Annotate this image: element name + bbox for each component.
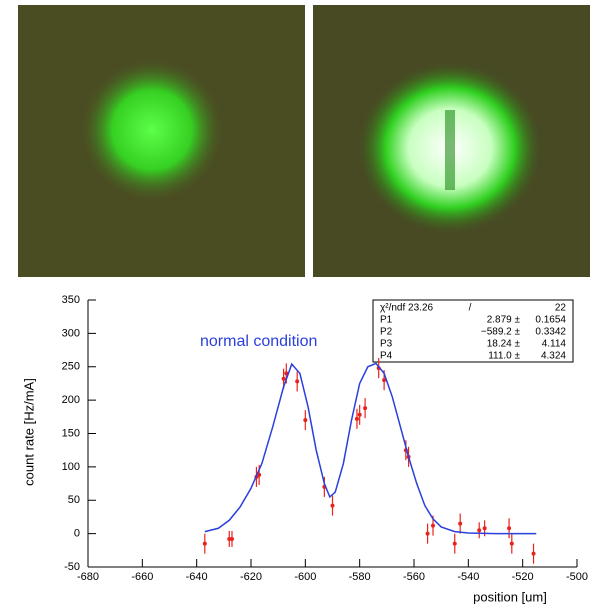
point — [452, 541, 457, 546]
annotation: normal condition — [200, 333, 317, 350]
stats-text: 2.879 ± — [487, 315, 521, 326]
point — [425, 531, 430, 536]
point — [281, 376, 286, 381]
point — [303, 418, 308, 423]
point — [477, 528, 482, 533]
x-tick-label: -620 — [240, 571, 262, 583]
y-tick-label: 350 — [62, 294, 80, 306]
stats-text: 0.3342 — [535, 327, 566, 338]
point — [458, 521, 463, 526]
point — [295, 379, 300, 384]
x-axis-title: position [um] — [473, 589, 547, 604]
y-axis-title: count rate [Hz/mA] — [21, 378, 36, 486]
point — [330, 503, 335, 508]
x-tick-label: -560 — [403, 571, 425, 583]
stats-text: 18.24 ± — [487, 339, 521, 350]
x-tick-label: -580 — [349, 571, 371, 583]
stats-text: 4.324 — [541, 351, 566, 362]
y-tick-label: 150 — [62, 427, 80, 439]
x-tick-label: -680 — [77, 571, 99, 583]
stats-text: P2 — [380, 327, 393, 338]
point — [482, 526, 487, 531]
x-tick-label: -660 — [131, 571, 153, 583]
stats-text: −589.2 ± — [481, 327, 521, 338]
x-tick-label: -640 — [186, 571, 208, 583]
stats-text: P4 — [380, 351, 393, 362]
y-tick-label: 250 — [62, 361, 80, 373]
stats-text: 22 — [555, 303, 567, 314]
beam-spot — [80, 58, 224, 202]
stats-text: P3 — [380, 339, 393, 350]
point — [229, 536, 234, 541]
stats-box — [372, 299, 574, 363]
point — [531, 551, 536, 556]
point — [354, 416, 359, 421]
stats-text: 4.114 — [542, 339, 567, 350]
y-tick-label: 0 — [74, 528, 80, 540]
x-tick-label: -500 — [566, 571, 588, 583]
point — [431, 523, 436, 528]
point — [382, 378, 387, 383]
point — [507, 526, 512, 531]
beam-gap — [445, 110, 455, 190]
stats-text: / — [469, 303, 472, 314]
x-tick-label: -540 — [457, 571, 479, 583]
y-tick-label: 50 — [68, 494, 80, 506]
point — [357, 412, 362, 417]
point — [257, 472, 262, 477]
stats-text: 111.0 ± — [488, 351, 520, 362]
point — [202, 541, 207, 546]
point — [509, 541, 514, 546]
stats-text: χ²/ndf 23.26 — [380, 303, 434, 314]
point — [363, 406, 368, 411]
y-tick-label: 100 — [62, 461, 80, 473]
x-tick-label: -600 — [294, 571, 316, 583]
stats-text: P1 — [380, 315, 393, 326]
y-tick-label: 200 — [62, 394, 80, 406]
y-tick-label: -50 — [64, 561, 80, 573]
x-tick-label: -520 — [512, 571, 534, 583]
y-tick-label: 300 — [62, 327, 80, 339]
stats-text: 0.1654 — [535, 315, 566, 326]
fit-line — [204, 362, 537, 535]
